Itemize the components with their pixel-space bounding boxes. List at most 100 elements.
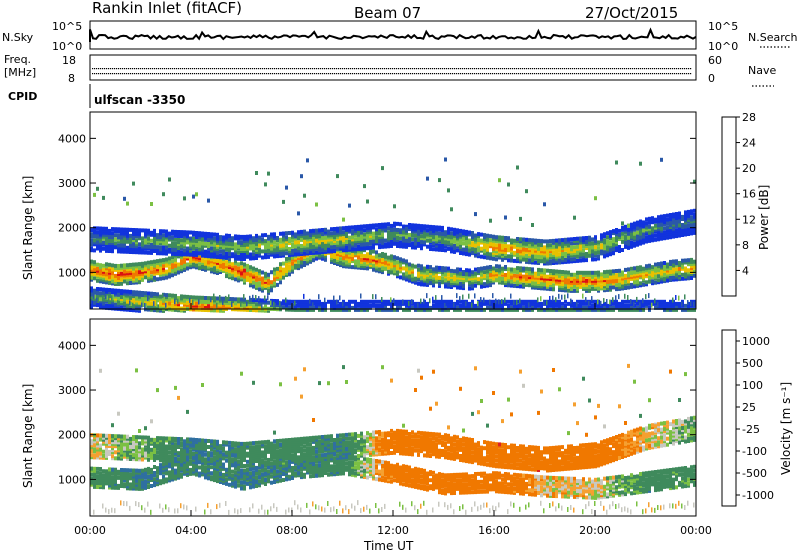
nave-dot [450,73,452,75]
heat-cell [435,301,438,306]
nave-dot [468,73,470,75]
heat-cell [504,297,506,303]
heat-cell [312,305,315,310]
heat-cell [513,267,516,272]
heat-cell [204,259,207,264]
freq-dot [474,68,476,70]
heat-cell [459,299,462,304]
heat-cell [450,207,453,212]
nave-dot [458,73,460,75]
heat-cell [366,224,369,229]
heat-cell [177,244,180,249]
freq-dot [308,68,310,70]
nave-dot [412,73,414,75]
heat-cell [606,239,609,244]
freq-dot [392,68,394,70]
heat-cell [411,299,413,305]
heat-cell [204,241,207,246]
freq-dot [404,68,406,70]
heat-cell [255,298,258,303]
heat-cell [537,238,540,243]
heat-cell [231,262,234,267]
freq-dot [332,68,334,70]
heat-cell [258,281,261,286]
heat-cell [324,301,327,306]
heat-cell [510,267,513,272]
heat-cell [111,275,114,280]
heat-cell [108,247,111,251]
heat-cell [360,301,363,306]
heat-cell [531,238,534,243]
heat-cell [549,261,552,266]
nave-dot [408,73,410,75]
nave-dot [384,73,386,75]
heat-cell [144,234,147,239]
heat-cell [225,251,228,256]
heat-cell [414,223,417,228]
heat-cell [246,250,249,255]
freq-dot [426,68,428,70]
heat-cell [375,250,378,255]
heat-cell [363,224,366,229]
heat-cell [543,274,546,279]
heat-cell [627,245,630,250]
freq-dot [210,68,212,70]
heat-cell [222,265,225,269]
freq-dot [580,68,582,70]
nave-dot [300,73,302,75]
heat-cell [309,229,312,234]
heat-cell [546,249,549,254]
heat-cell [345,301,348,306]
heat-cell [579,270,582,275]
heat-cell [132,290,135,295]
nave-dot [338,73,340,75]
nsky-axis-top: 10^5 [52,20,82,33]
heat-cell [306,301,309,306]
heat-cell [369,235,372,240]
heat-cell [138,246,141,251]
heat-cell [114,302,117,307]
freq-dot [432,68,434,70]
heat-cell [552,244,555,249]
freq-dot [438,68,440,70]
freq-dot [152,68,154,70]
heat-cell [303,299,306,304]
heat-cell [450,231,453,236]
heat-cell [612,249,615,254]
heat-cell [513,238,516,243]
heat-cell [123,227,126,232]
heat-cell [609,287,612,292]
freq-dot [164,68,166,70]
nave-dot [574,73,576,75]
nave-dot [576,73,578,75]
heat-cell [381,301,384,306]
heat-cell [471,247,474,252]
freq-dot [542,68,544,70]
nave-dot [500,73,502,75]
freq-dot [220,68,222,70]
nave-dot [538,73,540,75]
nave-dot [462,73,464,75]
heat-cell [360,261,363,266]
heat-cell [354,237,357,242]
heat-cell [396,299,399,304]
freq-dot [622,68,624,70]
nave-dot [664,73,666,75]
heat-cell [510,305,513,310]
heat-cell [150,270,153,275]
freq-dot [182,68,184,70]
heat-cell [585,258,588,263]
beam-title: Beam 07 [354,4,421,22]
heat-cell [324,239,327,244]
heat-cell [192,262,195,267]
heat-cell [186,301,189,305]
heat-cell [627,227,630,232]
heat-cell [561,305,564,310]
heat-cell [525,301,528,306]
nave-dot [108,73,110,75]
nave-dot [142,73,144,75]
freq-dot [446,68,448,70]
heat-cell [222,299,224,305]
freq-dot [114,68,116,70]
nave-dot [442,73,444,75]
